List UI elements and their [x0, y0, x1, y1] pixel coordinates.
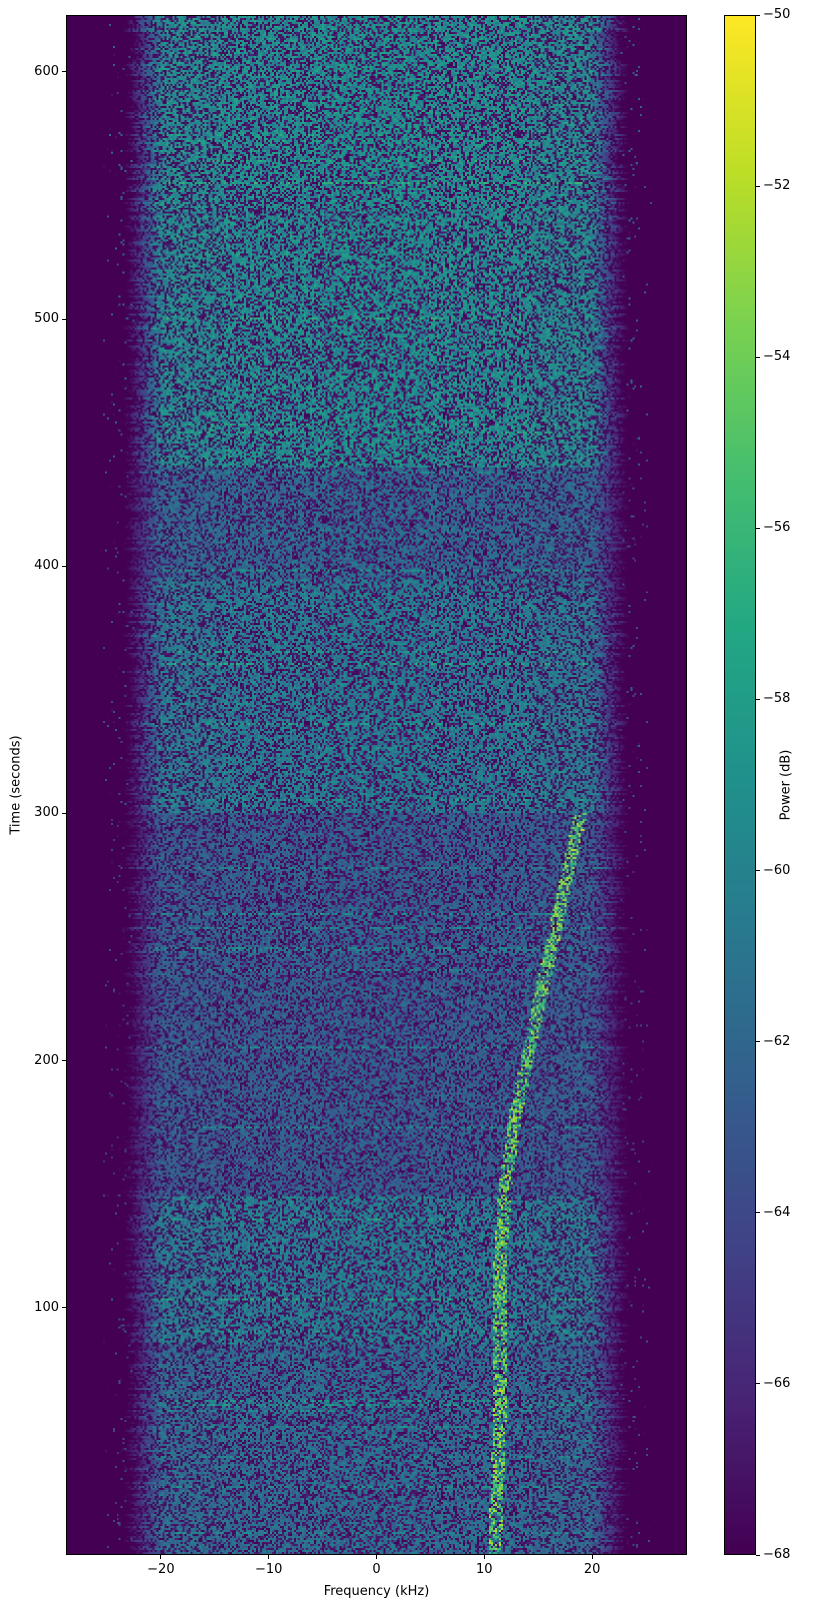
y-tick: [62, 565, 66, 567]
x-tick-label: −20: [147, 1562, 175, 1577]
colorbar-tick-label: −52: [763, 178, 791, 194]
x-tick: [376, 1555, 377, 1559]
y-tick: [62, 1307, 66, 1309]
colorbar-tick-label: −64: [763, 1204, 791, 1220]
colorbar-tick-label: −56: [763, 520, 791, 536]
colorbar-tick: [756, 527, 760, 529]
colorbar-gradient: [725, 16, 755, 1554]
y-tick-label: 300: [34, 805, 59, 821]
y-tick-label: 500: [34, 311, 59, 327]
x-tick: [591, 1555, 593, 1559]
spectrogram-heatmap: [67, 16, 686, 1554]
x-tick: [483, 1555, 485, 1559]
colorbar-tick: [756, 185, 760, 187]
colorbar-tick: [756, 1212, 760, 1214]
colorbar-tick: [756, 870, 760, 872]
colorbar-tick-label: −54: [763, 349, 791, 365]
y-tick: [62, 1060, 66, 1062]
y-tick-label: 200: [34, 1052, 59, 1068]
colorbar-label: Power (dB): [778, 749, 794, 821]
y-tick-label: 400: [34, 558, 59, 574]
y-tick: [62, 71, 66, 73]
x-tick-label: 10: [476, 1562, 493, 1577]
colorbar-tick-label: −62: [763, 1033, 791, 1049]
x-axis-label: Frequency (kHz): [323, 1584, 430, 1599]
colorbar-tick-label: −66: [763, 1375, 791, 1391]
colorbar-tick-label: −60: [763, 862, 791, 878]
y-tick-label: 100: [34, 1299, 59, 1315]
x-tick: [160, 1555, 162, 1559]
spectrogram-plot-area: [66, 15, 687, 1555]
x-tick-label: 20: [583, 1562, 601, 1577]
colorbar-tick-label: −68: [763, 1547, 791, 1562]
x-tick-label: −10: [254, 1562, 283, 1577]
x-tick: [268, 1555, 270, 1559]
y-axis-label: Time (seconds): [8, 735, 24, 835]
x-tick-label: 0: [372, 1562, 381, 1577]
colorbar-tick-label: −58: [763, 691, 791, 707]
colorbar-tick: [756, 356, 760, 358]
colorbar-tick: [756, 698, 760, 700]
colorbar-tick: [756, 14, 760, 16]
colorbar-tick-label: −50: [763, 7, 791, 22]
y-tick: [62, 318, 66, 320]
colorbar-tick: [756, 1041, 760, 1043]
colorbar: [724, 15, 756, 1555]
y-tick: [62, 812, 66, 814]
y-tick-label: 600: [34, 63, 59, 79]
colorbar-tick: [756, 1554, 760, 1556]
colorbar-tick: [756, 1383, 760, 1385]
